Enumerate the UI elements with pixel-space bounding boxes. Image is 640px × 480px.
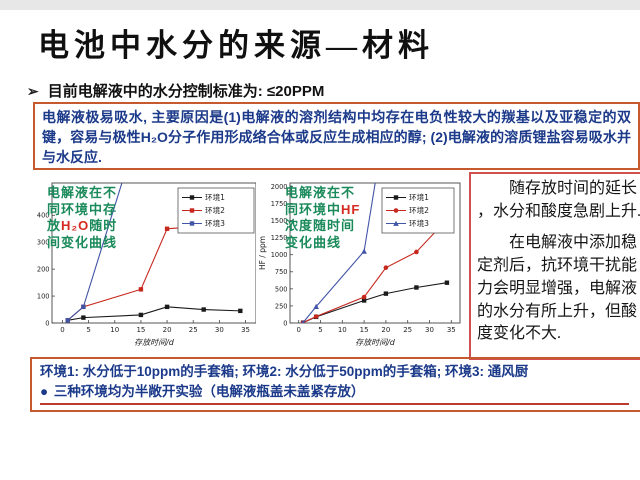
svg-text:1000: 1000 xyxy=(271,251,288,259)
moisture-standard-text: 目前电解液中的水分控制标准为: ≤20PPM xyxy=(47,83,325,100)
svg-text:2000: 2000 xyxy=(271,183,288,191)
svg-text:20: 20 xyxy=(381,326,390,334)
environment-legend-box: 环境1: 水分低于10ppm的手套箱; 环境2: 水分低于50ppm的手套箱; … xyxy=(30,357,640,412)
svg-text:300: 300 xyxy=(37,239,50,247)
svg-text:25: 25 xyxy=(403,326,412,334)
svg-text:环境1: 环境1 xyxy=(409,192,429,202)
svg-text:5: 5 xyxy=(86,326,90,334)
svg-text:35: 35 xyxy=(447,326,456,334)
svg-text:15: 15 xyxy=(136,326,145,334)
top-edge-strip xyxy=(0,0,640,10)
h2o-vs-time-chart: 0 5 10 15 20 25 30 35 0 100 200 300 400 存放时间/d 环境1 环境2 环… xyxy=(30,175,264,357)
svg-text:环境2: 环境2 xyxy=(205,205,225,215)
svg-text:0: 0 xyxy=(283,319,287,327)
svg-text:25: 25 xyxy=(189,326,198,334)
svg-text:0: 0 xyxy=(60,326,64,334)
svg-text:500: 500 xyxy=(275,285,288,293)
conclusion-note-box: 随存放时间的延长 ，水分和酸度急剧上升. 在电解液中添加稳定剂后，抗环境干扰能力… xyxy=(469,172,640,360)
svg-text:存放时间/d: 存放时间/d xyxy=(134,338,175,347)
svg-text:35: 35 xyxy=(241,326,250,334)
svg-text:100: 100 xyxy=(37,292,50,300)
conclusion-paragraph-1: 随存放时间的延长 ，水分和酸度急剧上升. xyxy=(477,180,640,220)
bullet-row: ➢ 目前电解液中的水分控制标准为: ≤20PPM xyxy=(27,80,617,101)
svg-text:环境1: 环境1 xyxy=(205,192,225,202)
svg-text:环境3: 环境3 xyxy=(205,218,225,228)
svg-text:15: 15 xyxy=(360,326,369,334)
svg-text:30: 30 xyxy=(425,326,434,334)
svg-text:0: 0 xyxy=(45,319,49,327)
svg-text:0: 0 xyxy=(296,326,300,334)
hf-vs-time-chart: 0 5 10 15 20 25 30 35 0 250 500 750 1000 1250 1500 1750… xyxy=(256,175,468,359)
svg-text:1250: 1250 xyxy=(271,234,288,242)
electrolyte-hygroscopicity-note: 电解液极易吸水, 主要原因是(1)电解液的溶剂结构中均存在电负性较大的羰基以及亚… xyxy=(33,102,640,170)
svg-text:10: 10 xyxy=(338,326,347,334)
svg-text:5: 5 xyxy=(318,326,322,334)
chart-annotation: 电解液在不 同环境中HF 浓度随时间 变化曲线 xyxy=(285,185,361,250)
svg-text:1500: 1500 xyxy=(271,217,288,225)
hf-chart-canvas: 0 5 10 15 20 25 30 35 0 250 500 750 1000 1250 1500 1750… xyxy=(258,182,461,347)
experiment-note-line: ● 三种环境均为半敞开实验（电解液瓶盖未盖紧存放） xyxy=(40,382,629,405)
svg-text:环境3: 环境3 xyxy=(409,218,429,228)
svg-text:10: 10 xyxy=(110,326,119,334)
chart-annotation: 电解液在不 同环境中存 放H₂O随时 间变化曲线 xyxy=(47,185,118,250)
svg-text:250: 250 xyxy=(275,302,288,310)
svg-text:环境2: 环境2 xyxy=(409,205,429,215)
svg-text:400: 400 xyxy=(37,212,50,220)
environment-definitions: 环境1: 水分低于10ppm的手套箱; 环境2: 水分低于50ppm的手套箱; … xyxy=(40,364,529,379)
page-title: 电池中水分的来源—材料 xyxy=(38,28,434,63)
svg-text:1750: 1750 xyxy=(271,200,288,208)
svg-text:30: 30 xyxy=(215,326,224,334)
arrow-bullet-icon: ➢ xyxy=(27,83,39,99)
svg-text:200: 200 xyxy=(37,266,50,274)
h2o-chart-canvas: 0 5 10 15 20 25 30 35 0 100 200 300 400 存放时间/d 环境1 环境2 环… xyxy=(37,182,257,347)
svg-text:20: 20 xyxy=(163,326,172,334)
experiment-note-text: 三种环境均为半敞开实验（电解液瓶盖未盖紧存放） xyxy=(53,384,365,400)
svg-text:存放时间/d: 存放时间/d xyxy=(355,338,396,347)
svg-text:750: 750 xyxy=(275,268,288,276)
svg-text:HF / ppm: HF / ppm xyxy=(258,236,267,270)
dot-bullet-icon: ● xyxy=(40,384,49,400)
conclusion-paragraph-2: 在电解液中添加稳定剂后，抗环境干扰能力会明显增强，电解液的水分有所上升，但酸度变… xyxy=(477,234,638,343)
charts-row: 0 5 10 15 20 25 30 35 0 100 200 300 400 存放时间/d 环境1 环境2 环… xyxy=(0,175,640,360)
